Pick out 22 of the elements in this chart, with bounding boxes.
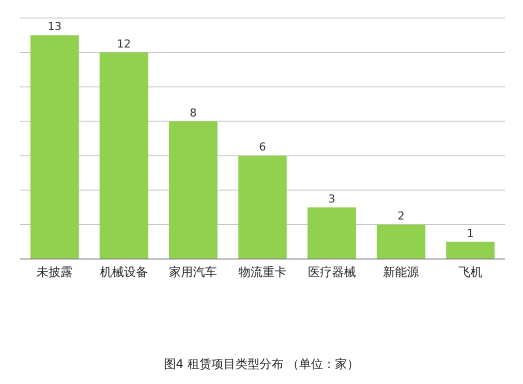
data-label: 2 xyxy=(398,210,405,223)
x-tick-label: 医疗器械 xyxy=(308,265,356,279)
data-label: 12 xyxy=(116,37,131,50)
bar xyxy=(168,121,218,259)
data-label: 13 xyxy=(48,20,62,34)
data-label: 1 xyxy=(466,226,474,240)
bar xyxy=(376,224,426,259)
data-label: 8 xyxy=(190,106,197,120)
bar xyxy=(238,156,287,259)
x-tick-label: 物流重卡 xyxy=(238,265,286,279)
x-tick-label: 新能源 xyxy=(383,265,420,279)
x-tick-label: 机械设备 xyxy=(100,265,148,279)
bar xyxy=(100,52,148,259)
bar xyxy=(308,207,356,259)
data-label: 3 xyxy=(328,192,336,206)
caption: 图4 租赁项目类型分布 （单位：家） xyxy=(164,357,360,371)
bar xyxy=(446,242,495,259)
x-tick-label: 未披露 xyxy=(36,265,73,279)
x-tick-label: 飞机 xyxy=(458,265,482,279)
data-label: 6 xyxy=(259,140,266,154)
bar xyxy=(30,35,79,259)
x-tick-label: 家用汽车 xyxy=(169,265,218,279)
